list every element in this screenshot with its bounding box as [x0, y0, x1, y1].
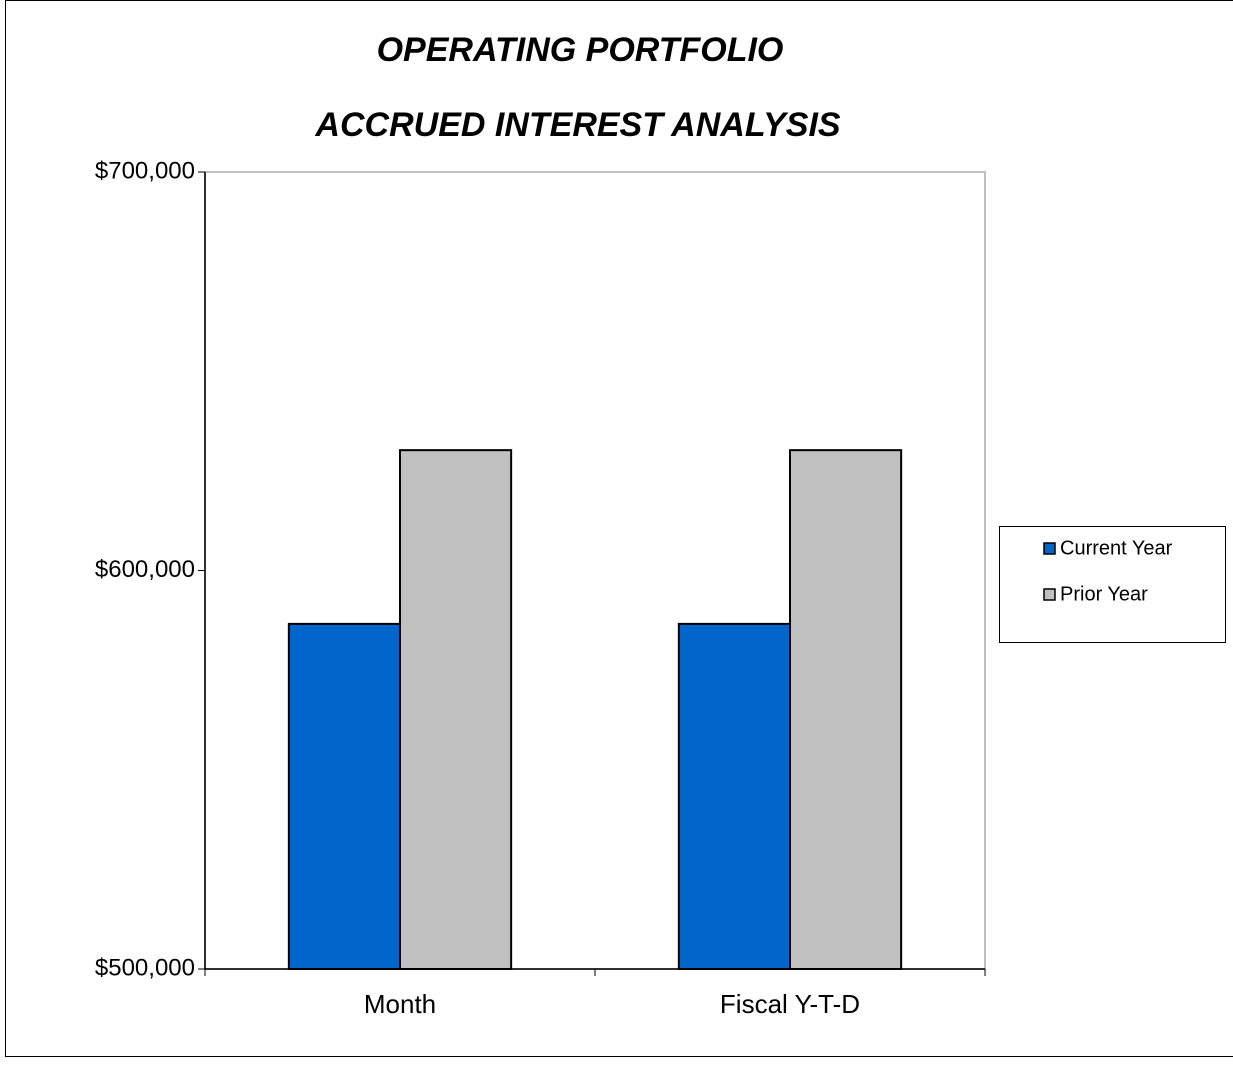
x-tick-label: Fiscal Y-T-D — [720, 989, 860, 1019]
legend-label: Prior Year — [1060, 583, 1148, 605]
bar — [677, 622, 791, 970]
x-tick-label: Month — [364, 989, 436, 1019]
y-tick-label: $700,000 — [95, 157, 195, 184]
chart-title: OPERATING PORTFOLIO — [377, 31, 784, 69]
bar — [789, 449, 903, 970]
legend-swatch — [1043, 542, 1056, 555]
bar — [399, 449, 513, 970]
legend-label: Current Year — [1060, 537, 1173, 559]
y-tick-label: $500,000 — [95, 954, 195, 981]
y-tick-label: $600,000 — [95, 556, 195, 583]
legend-swatch — [1043, 588, 1056, 601]
bar — [287, 622, 402, 970]
chart-subtitle: ACCRUED INTEREST ANALYSIS — [314, 106, 840, 144]
legend-box — [999, 526, 1226, 643]
